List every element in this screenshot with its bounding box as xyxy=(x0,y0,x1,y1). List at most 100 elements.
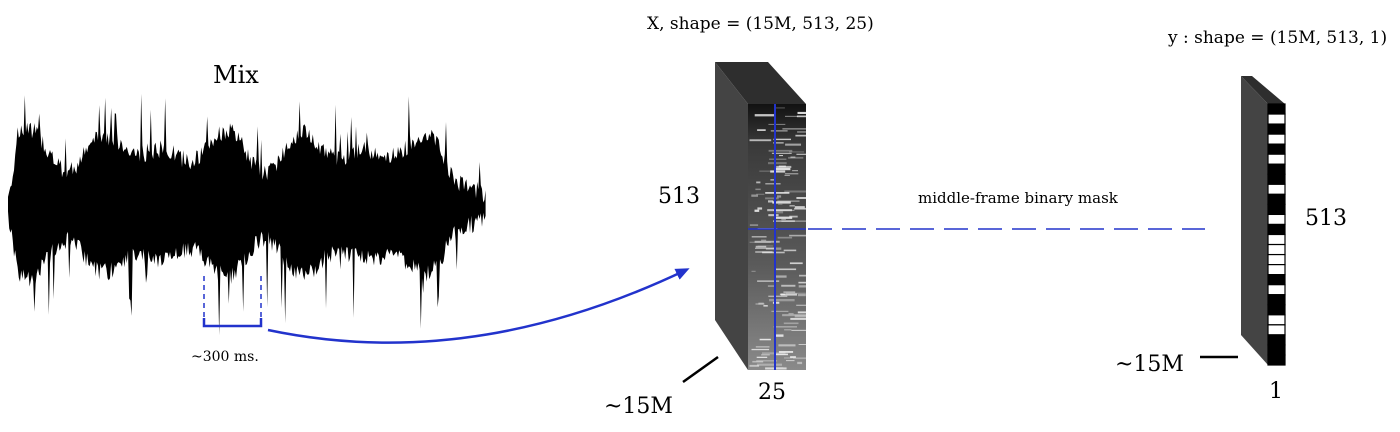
spectrogram-streak xyxy=(773,138,791,141)
spectrogram-streak xyxy=(769,299,795,302)
spectrogram-streak xyxy=(752,360,764,363)
spectrogram-streak xyxy=(798,344,806,345)
mask-cell xyxy=(1267,163,1286,175)
spectrogram-streak xyxy=(771,310,789,312)
spectrogram-streak xyxy=(763,305,768,307)
spectrogram-streak xyxy=(784,357,793,359)
spectrogram-streak xyxy=(792,357,806,360)
input-depth-tick xyxy=(682,355,719,384)
spectrogram-streak xyxy=(782,128,806,130)
spectrogram-streak xyxy=(749,139,772,142)
spectrogram-streak xyxy=(768,149,793,152)
spectrogram-streak xyxy=(757,245,774,247)
mask-cell xyxy=(1267,143,1286,155)
spectrogram-streak xyxy=(761,354,770,356)
spectrogram-streak xyxy=(797,294,806,297)
spectrogram-streak xyxy=(749,364,760,367)
spectrogram-streak xyxy=(790,356,796,358)
spectrogram-streak xyxy=(777,200,800,202)
spectrogram-streak xyxy=(768,123,786,125)
spectrogram-streak xyxy=(773,142,784,144)
spectrogram-streak xyxy=(756,363,782,366)
spectrogram-streak xyxy=(790,317,806,320)
spectrogram-streak xyxy=(786,360,795,362)
spectrogram-streak xyxy=(751,270,756,272)
waveform-plot xyxy=(8,93,486,336)
spectrogram-streak xyxy=(754,209,760,212)
spectrogram-streak xyxy=(772,301,780,304)
spectrogram-streak xyxy=(781,218,786,220)
spectrogram-streak xyxy=(756,181,761,184)
spectrogram-streak xyxy=(785,143,801,146)
spectrogram-streak xyxy=(759,338,771,341)
mask-cell xyxy=(1267,123,1286,135)
mask-cell xyxy=(1267,113,1286,125)
spectrogram-streak xyxy=(772,201,791,204)
mask-cell xyxy=(1267,284,1286,296)
spectrogram-streak xyxy=(775,268,797,271)
spectrogram-streak xyxy=(761,239,767,241)
spectrogram-streak xyxy=(773,209,795,211)
spectrogram-streak xyxy=(751,194,758,197)
spectrogram-streak xyxy=(789,234,806,237)
spectrogram-streak xyxy=(755,303,765,305)
spectrogram-streak xyxy=(791,329,806,331)
mask-cell xyxy=(1267,334,1286,346)
spectrogram-streak xyxy=(789,262,803,265)
spectrogram-streak xyxy=(784,329,792,331)
spectrogram-streak xyxy=(768,162,787,165)
spectrogram-streak xyxy=(790,156,796,158)
spectrogram-streak xyxy=(773,326,797,328)
spectrogram-streak xyxy=(775,211,784,214)
spectrogram-streak xyxy=(762,251,785,254)
spectrogram-streak xyxy=(798,285,806,288)
input-depth-label: ~15M xyxy=(604,394,673,419)
spectrogram-streak xyxy=(773,220,795,222)
spectrogram-streak xyxy=(797,131,806,133)
mask-cell xyxy=(1267,153,1286,165)
spectrogram-streak xyxy=(788,313,794,315)
mask-cell xyxy=(1267,243,1286,256)
binary-mask-column xyxy=(1267,103,1286,366)
mask-cell xyxy=(1267,193,1286,205)
input-height-label: 513 xyxy=(658,184,700,209)
spectrogram-streak xyxy=(778,203,783,205)
spectrogram-streak xyxy=(755,346,770,348)
spectrogram-streak xyxy=(754,114,775,117)
output-depth-label: ~15M xyxy=(1115,352,1184,377)
spectrogram-streak xyxy=(781,284,796,287)
spectrogram-streak xyxy=(770,170,786,173)
mask-cell xyxy=(1267,304,1286,316)
spectrogram-streak xyxy=(755,245,767,248)
spectrogram-streak xyxy=(768,295,788,297)
spectrogram-streak xyxy=(780,293,797,296)
spectrogram-streak xyxy=(789,205,795,207)
time-window-bracket xyxy=(202,276,263,328)
spectrogram-streak xyxy=(770,130,788,132)
spectrogram-streak xyxy=(768,214,779,217)
spectrogram-streak xyxy=(765,197,779,200)
connector-label: middle-frame binary mask xyxy=(918,189,1118,207)
spectrogram-streak xyxy=(749,224,759,226)
spectrogram-streak xyxy=(769,158,787,160)
spectrogram-streak xyxy=(756,360,778,362)
spectrogram-streak xyxy=(785,292,806,294)
mask-cell xyxy=(1267,324,1286,336)
mask-cell xyxy=(1267,203,1286,216)
spectrogram-streak xyxy=(797,111,806,114)
spectrogram-streak xyxy=(794,315,806,318)
mask-cell xyxy=(1267,264,1286,276)
spectrogram-streak xyxy=(797,361,803,365)
spectrogram-streak xyxy=(785,115,798,117)
mask-cell xyxy=(1267,344,1286,356)
mask-cell xyxy=(1267,233,1286,246)
spectrogram-streak xyxy=(756,356,768,358)
waveform-title: Mix xyxy=(213,61,259,89)
spectrogram-streak xyxy=(798,281,806,284)
spectrogram-streak xyxy=(775,275,787,278)
mask-cell xyxy=(1267,213,1286,226)
output-shape-label: y : shape = (15M, 513, 1) xyxy=(1168,28,1388,48)
spectrogram-streak xyxy=(784,173,799,175)
